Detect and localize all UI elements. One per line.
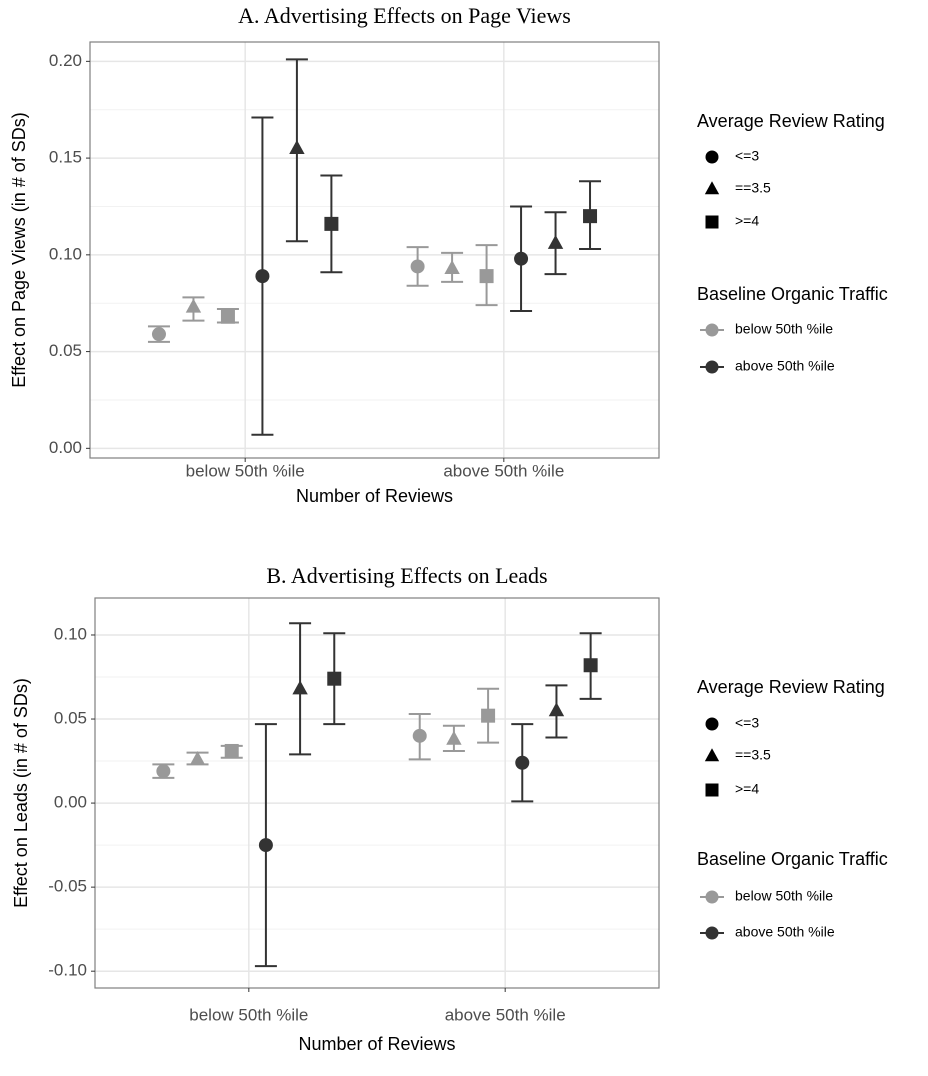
legend-label: <=3 bbox=[735, 715, 759, 731]
x-axis-title: Number of Reviews bbox=[298, 1034, 455, 1054]
point bbox=[258, 838, 273, 853]
y-tick-label: 0.15 bbox=[49, 148, 82, 167]
x-tick-label: below 50th %ile bbox=[189, 1005, 308, 1024]
point bbox=[444, 259, 460, 274]
y-axis-title: Effect on Page Views (in # of SDs) bbox=[9, 112, 29, 387]
y-tick-label: -0.05 bbox=[48, 877, 87, 896]
point bbox=[324, 216, 339, 231]
x-axis-title: Number of Reviews bbox=[296, 486, 453, 506]
y-tick-label: 0.05 bbox=[54, 709, 87, 728]
point bbox=[515, 755, 530, 770]
legend-symbol bbox=[705, 717, 719, 731]
point bbox=[412, 728, 427, 743]
point bbox=[583, 209, 598, 224]
chart-title: A. Advertising Effects on Page Views bbox=[238, 3, 571, 28]
legend-label: ==3.5 bbox=[735, 747, 771, 763]
point bbox=[514, 251, 529, 266]
point bbox=[583, 658, 598, 673]
legend-symbol bbox=[705, 150, 719, 164]
legend-title: Average Review Rating bbox=[697, 677, 885, 697]
point bbox=[479, 269, 494, 284]
point bbox=[410, 259, 425, 274]
point bbox=[220, 309, 235, 324]
legend-label: <=3 bbox=[735, 148, 759, 164]
legend-title: Baseline Organic Traffic bbox=[697, 284, 888, 304]
legend-symbol bbox=[705, 890, 719, 904]
legend-label: ==3.5 bbox=[735, 180, 771, 196]
plot-border bbox=[94, 597, 660, 989]
legend-symbol bbox=[705, 783, 719, 797]
y-tick-label: 0.10 bbox=[49, 244, 82, 263]
point bbox=[255, 269, 270, 284]
point bbox=[292, 680, 308, 695]
legend-title: Average Review Rating bbox=[697, 111, 885, 131]
legend-symbol bbox=[705, 926, 719, 940]
point bbox=[289, 140, 305, 155]
legend-label: >=4 bbox=[735, 781, 759, 797]
legend-symbol bbox=[705, 360, 719, 374]
legend-label: above 50th %ile bbox=[735, 924, 835, 940]
plot-panel bbox=[95, 598, 659, 988]
legend-label: >=4 bbox=[735, 213, 759, 229]
legend-title: Baseline Organic Traffic bbox=[697, 849, 888, 869]
x-tick-label: above 50th %ile bbox=[443, 461, 564, 480]
legend-symbol bbox=[705, 323, 719, 337]
legend-symbol bbox=[704, 748, 720, 762]
y-tick-label: 0.20 bbox=[49, 51, 82, 70]
point bbox=[481, 708, 496, 723]
point bbox=[151, 327, 166, 342]
point bbox=[224, 743, 239, 758]
plot-panel bbox=[90, 42, 659, 458]
legend-label: below 50th %ile bbox=[735, 888, 833, 904]
point bbox=[156, 764, 171, 779]
legend-symbol bbox=[705, 215, 719, 229]
point bbox=[189, 750, 206, 765]
y-axis-title: Effect on Leads (in # of SDs) bbox=[11, 678, 31, 908]
y-tick-label: 0.05 bbox=[49, 341, 82, 360]
point bbox=[185, 298, 202, 313]
legend-label: below 50th %ile bbox=[735, 321, 833, 337]
y-tick-label: 0.10 bbox=[54, 624, 87, 643]
plot-border bbox=[89, 41, 660, 459]
y-tick-label: -0.10 bbox=[48, 961, 87, 980]
point bbox=[548, 702, 565, 717]
y-tick-label: 0.00 bbox=[49, 438, 82, 457]
y-tick-label: 0.00 bbox=[54, 793, 87, 812]
x-tick-label: above 50th %ile bbox=[445, 1005, 566, 1024]
legend-symbol bbox=[704, 181, 720, 195]
x-tick-label: below 50th %ile bbox=[186, 461, 305, 480]
chart-title: B. Advertising Effects on Leads bbox=[266, 563, 547, 588]
point bbox=[327, 671, 342, 686]
point bbox=[446, 730, 462, 745]
point bbox=[547, 234, 564, 249]
legend-label: above 50th %ile bbox=[735, 358, 835, 374]
